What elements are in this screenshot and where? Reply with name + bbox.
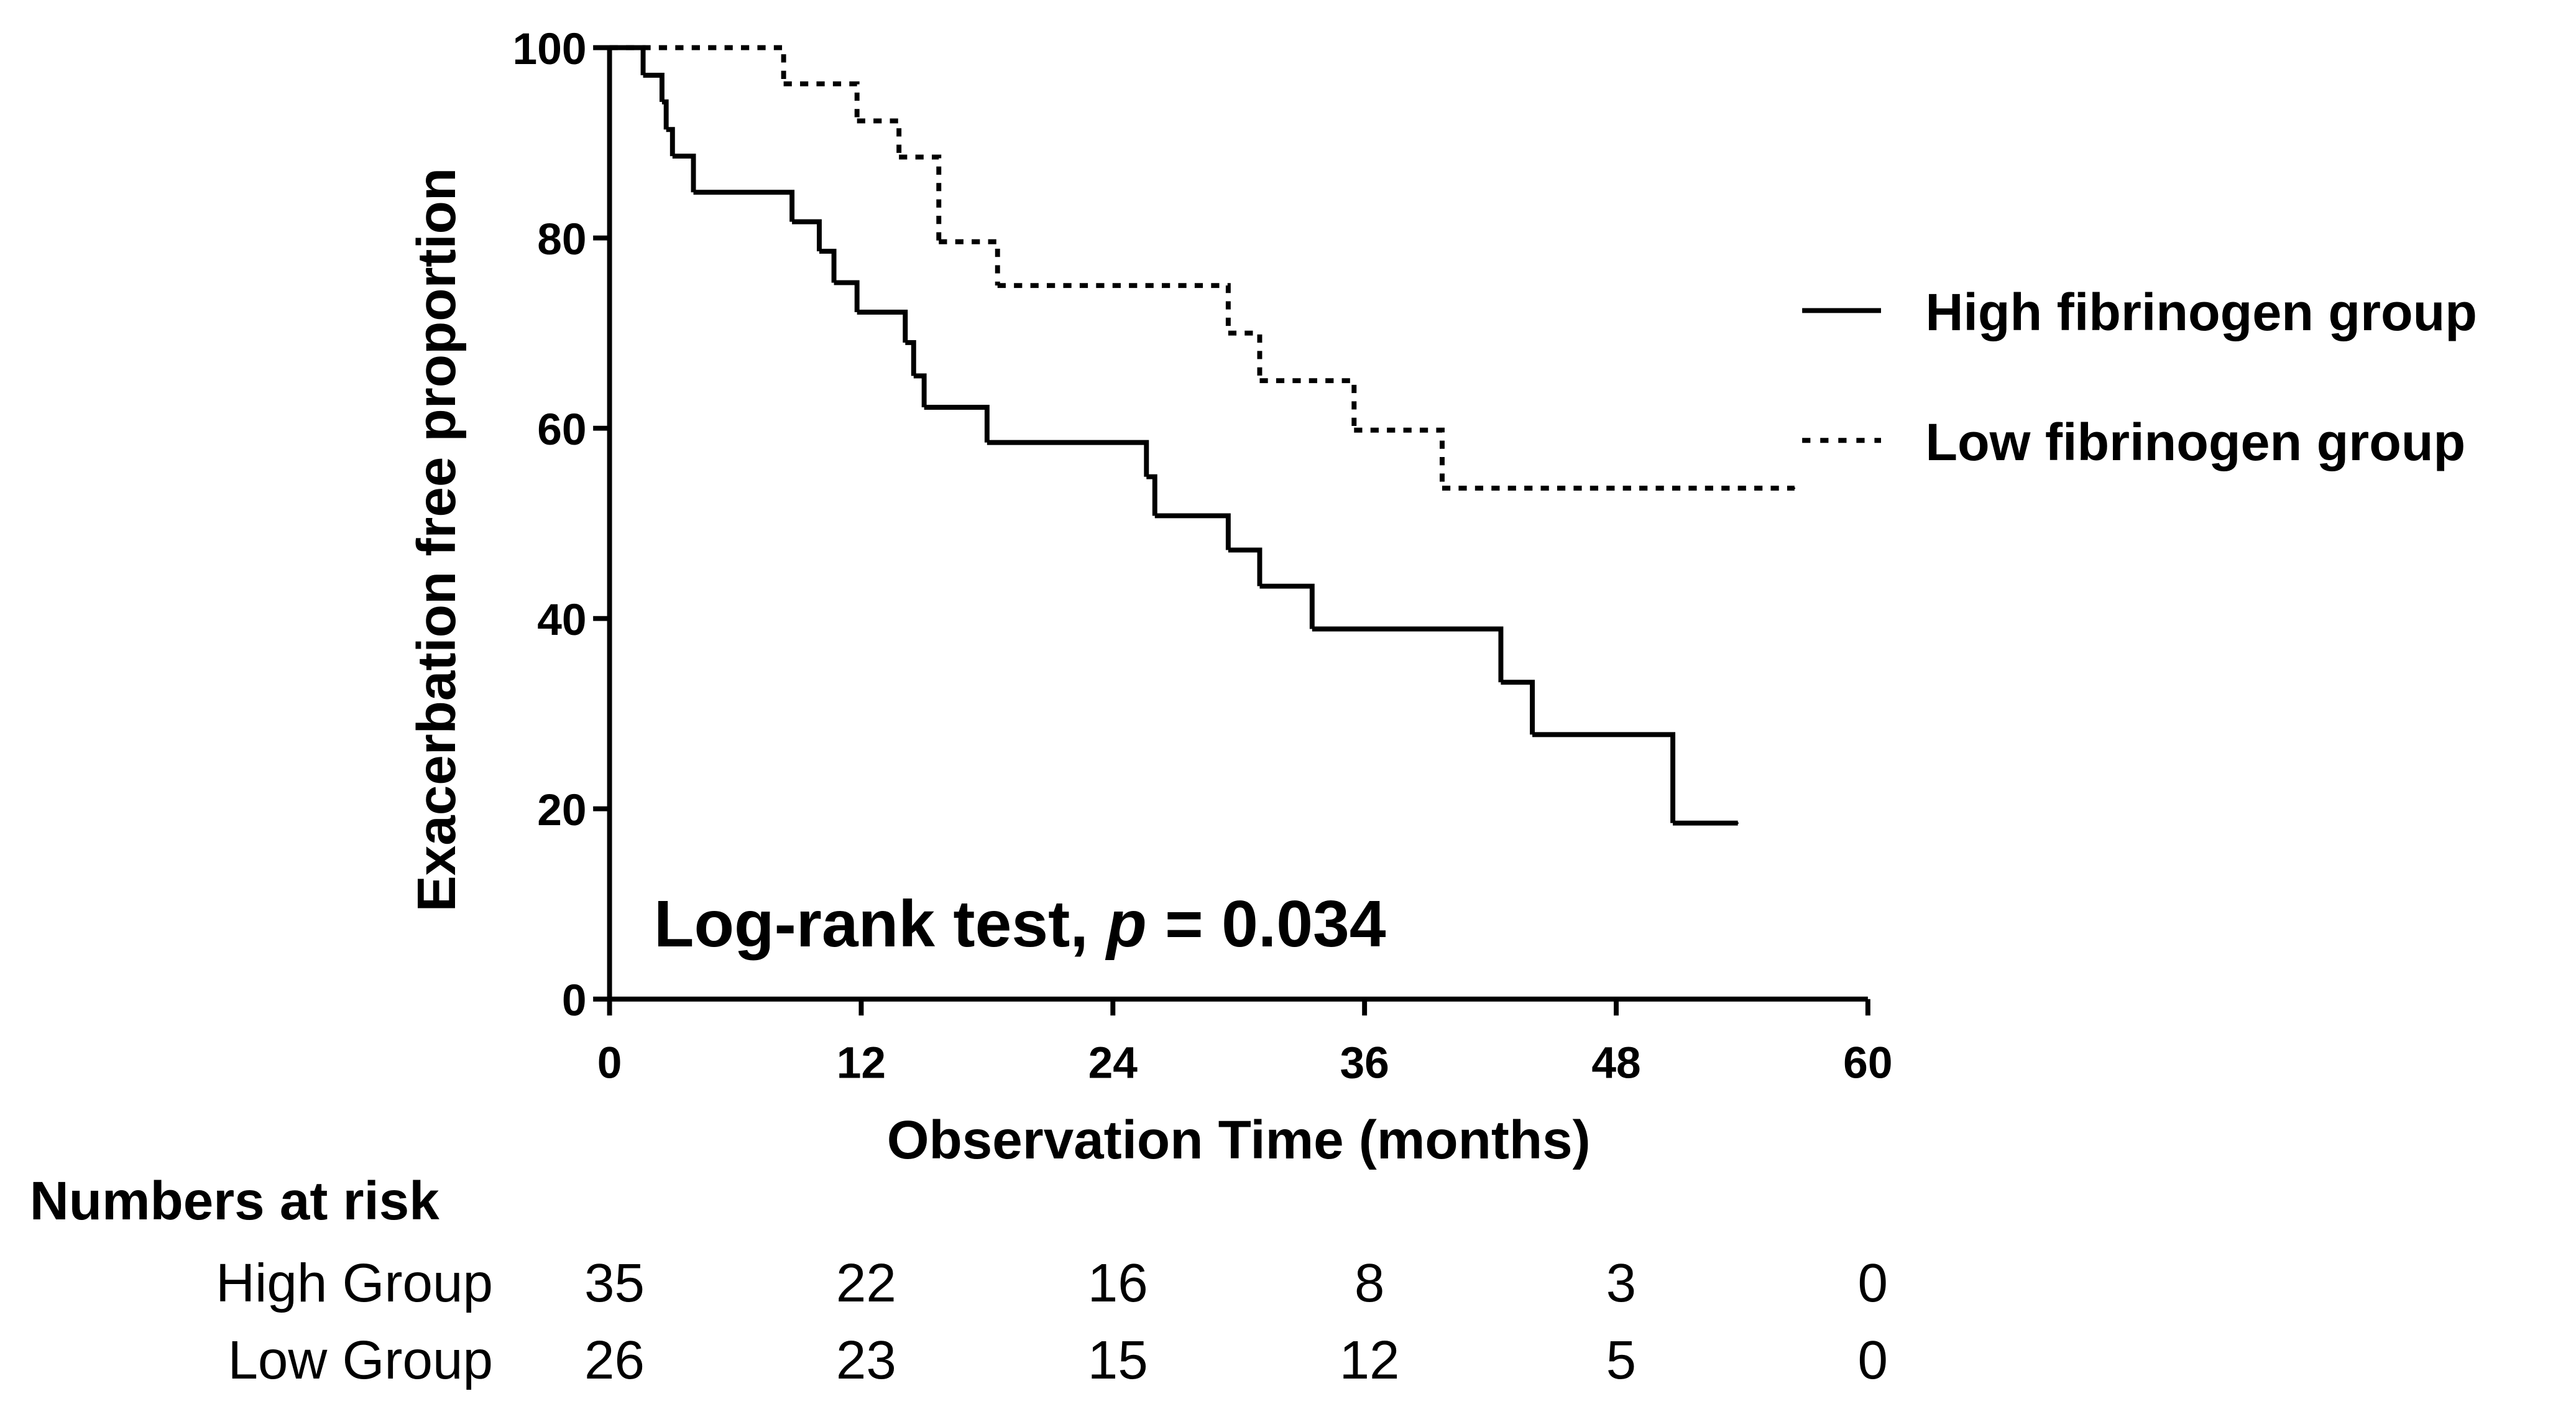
survival-step <box>783 81 860 121</box>
survival-step <box>924 405 990 443</box>
annotation: Log-rank test, p = 0.034 <box>654 887 1386 961</box>
survival-step <box>609 45 786 84</box>
survival-step <box>1501 680 1535 735</box>
risk-count: 16 <box>1088 1253 1148 1313</box>
survival-step <box>661 99 669 130</box>
survival-step <box>1259 378 1357 430</box>
survival-step <box>609 45 646 76</box>
risk-row-label: High Group <box>216 1253 493 1313</box>
survival-step <box>1532 732 1676 823</box>
y-tick-label: 80 <box>537 215 586 264</box>
survival-step <box>1354 427 1445 489</box>
y-tick-label: 100 <box>513 24 587 74</box>
risk-row-label: Low Group <box>228 1330 492 1390</box>
survival-step <box>899 154 942 242</box>
y-axis-title: Exacerbation free proportion <box>407 168 467 912</box>
survival-step <box>819 249 837 283</box>
survival-step <box>693 190 795 222</box>
risk-count: 22 <box>836 1253 896 1313</box>
risk-count: 26 <box>584 1330 645 1390</box>
x-tick-label: 24 <box>1088 1038 1138 1088</box>
survival-step <box>666 127 675 157</box>
survival-step <box>834 280 860 313</box>
survival-step <box>643 73 665 102</box>
annotation-part: p <box>1105 887 1147 961</box>
annotation-part: Log-rank test, <box>654 887 1106 961</box>
survival-step <box>1259 583 1315 629</box>
x-tick-label: 36 <box>1340 1038 1389 1088</box>
survival-end <box>1793 487 1796 489</box>
risk-count: 23 <box>836 1330 896 1390</box>
survival-step <box>905 340 916 376</box>
survival-step <box>857 310 908 343</box>
legend-label: Low fibrinogen group <box>1925 412 2465 471</box>
y-tick-label: 0 <box>562 976 587 1025</box>
risk-count: 3 <box>1606 1253 1637 1313</box>
legend-label: High fibrinogen group <box>1925 282 2477 341</box>
risk-count: 35 <box>584 1253 645 1313</box>
survival-step <box>672 154 696 193</box>
y-tick-label: 40 <box>537 595 586 645</box>
annotation-part: = 0.034 <box>1147 887 1386 961</box>
y-tick-label: 20 <box>537 785 586 835</box>
survival-step <box>857 118 902 157</box>
risk-count: 8 <box>1355 1253 1385 1313</box>
survival-step <box>1146 474 1157 516</box>
x-axis-title: Observation Time (months) <box>887 1110 1591 1170</box>
risk-count: 12 <box>1340 1330 1400 1390</box>
risk-count: 0 <box>1858 1330 1888 1390</box>
survival-step <box>939 239 1000 286</box>
x-tick-label: 12 <box>837 1038 886 1088</box>
survival-step <box>1228 547 1263 586</box>
risk-count: 5 <box>1606 1330 1637 1390</box>
y-tick-label: 60 <box>537 405 586 455</box>
survival-end <box>1737 822 1739 824</box>
x-tick-label: 0 <box>597 1038 622 1088</box>
survival-step <box>913 373 927 408</box>
survival-step <box>1228 330 1263 381</box>
survival-step <box>792 219 822 252</box>
x-tick-label: 48 <box>1591 1038 1640 1088</box>
risk-count: 0 <box>1858 1253 1888 1313</box>
x-tick-label: 60 <box>1843 1038 1892 1088</box>
risk-count: 15 <box>1088 1330 1148 1390</box>
risk-table-title: Numbers at risk <box>30 1171 440 1231</box>
survival-step <box>987 440 1149 477</box>
survival-step <box>997 283 1231 333</box>
survival-step <box>1154 513 1231 550</box>
survival-step <box>1312 626 1504 683</box>
